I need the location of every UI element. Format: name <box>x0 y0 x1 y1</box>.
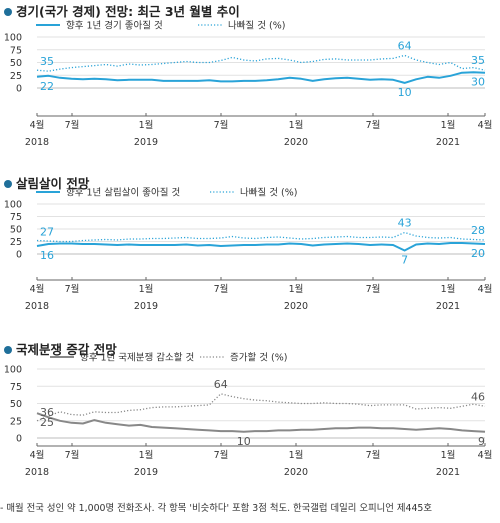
x-tick-label: 4월 <box>478 283 493 295</box>
x-tick-label: 1월 <box>441 119 456 131</box>
x-tick-label: 1월 <box>139 449 154 461</box>
series-line-solid <box>36 242 486 252</box>
y-tick-label: 25 <box>10 416 22 427</box>
title-bullet-icon <box>4 346 12 354</box>
footnote: - 매월 전국 성인 약 1,000명 전화조사. 각 항목 '비슷하다' 포함… <box>0 503 433 514</box>
data-label: 30 <box>471 76 485 89</box>
x-tick-label: 4월 <box>30 119 45 131</box>
x-tick-label: 4월 <box>30 449 45 461</box>
legend-label: 나빠질 것 (%) <box>240 187 297 199</box>
legend-label: 증가할 것 (%) <box>230 353 287 364</box>
data-label: 28 <box>471 224 485 237</box>
x-tick-label: 1월 <box>289 449 304 461</box>
year-label: 2020 <box>284 467 308 478</box>
x-tick-label: 1월 <box>289 119 304 131</box>
y-tick-label: 100 <box>4 33 22 44</box>
x-tick-label: 7월 <box>366 283 381 295</box>
y-tick-label: 0 <box>16 434 22 445</box>
y-tick-label: 25 <box>10 237 22 248</box>
data-label: 35 <box>40 55 54 68</box>
year-label: 2018 <box>25 301 49 312</box>
data-label: 20 <box>471 247 485 260</box>
data-label: 16 <box>40 249 54 262</box>
data-label: 36 <box>40 406 54 419</box>
year-label: 2021 <box>436 137 460 148</box>
year-label: 2018 <box>25 137 49 148</box>
x-tick-label: 4월 <box>478 449 493 461</box>
y-tick-label: 50 <box>10 225 22 236</box>
legend-label: 향후 1년 국제분쟁 감소할 것 <box>80 352 194 364</box>
legend-label: 향후 1년 경기 좋아질 것 <box>66 20 163 32</box>
data-label: 27 <box>40 226 54 239</box>
data-label: 35 <box>471 54 485 67</box>
y-tick-label: 75 <box>10 45 22 56</box>
series-line-dotted <box>36 231 486 243</box>
x-tick-label: 1월 <box>441 449 456 461</box>
x-tick-label: 7월 <box>214 283 229 295</box>
y-tick-label: 100 <box>4 200 22 211</box>
year-label: 2018 <box>25 467 49 478</box>
x-tick-label: 7월 <box>366 119 381 131</box>
series-line-dotted <box>36 54 486 72</box>
title-bullet-icon <box>4 8 12 16</box>
x-tick-label: 7월 <box>366 449 381 461</box>
x-tick-label: 7월 <box>214 119 229 131</box>
year-label: 2021 <box>436 467 460 478</box>
title-bullet-icon <box>4 180 12 188</box>
data-label: 25 <box>40 416 54 429</box>
x-tick-label: 1월 <box>289 283 304 295</box>
data-label: 7 <box>401 254 408 267</box>
legend-label: 향후 1년 살림살이 좋아질 것 <box>66 187 180 199</box>
data-label: 9 <box>478 435 485 448</box>
x-tick-label: 4월 <box>30 283 45 295</box>
year-label: 2020 <box>284 137 308 148</box>
x-tick-label: 1월 <box>139 119 154 131</box>
year-label: 2019 <box>134 467 158 478</box>
x-tick-label: 4월 <box>478 119 493 131</box>
data-label: 10 <box>398 86 412 99</box>
year-label: 2019 <box>134 301 158 312</box>
y-tick-label: 25 <box>10 71 22 82</box>
y-tick-label: 75 <box>10 382 22 393</box>
x-tick-label: 1월 <box>139 283 154 295</box>
x-tick-label: 7월 <box>65 119 80 131</box>
series-line-solid <box>36 412 486 433</box>
data-label: 43 <box>398 217 412 230</box>
y-tick-label: 0 <box>16 84 22 95</box>
year-label: 2021 <box>436 301 460 312</box>
series-line-dotted <box>36 393 486 422</box>
y-tick-label: 0 <box>16 250 22 261</box>
legend-label: 나빠질 것 (%) <box>228 20 285 32</box>
data-label: 64 <box>398 39 412 52</box>
x-tick-label: 7월 <box>214 449 229 461</box>
data-label: 10 <box>237 435 251 448</box>
chart-title: 국제분쟁 증감 전망 <box>16 342 117 357</box>
data-label: 64 <box>214 378 228 391</box>
x-tick-label: 7월 <box>65 283 80 295</box>
x-tick-label: 7월 <box>65 449 80 461</box>
y-tick-label: 100 <box>4 365 22 376</box>
chart-title: 살림살이 전망 <box>16 176 90 191</box>
y-tick-label: 50 <box>10 399 22 410</box>
year-label: 2020 <box>284 301 308 312</box>
data-label: 46 <box>471 390 485 403</box>
y-tick-label: 50 <box>10 58 22 69</box>
year-label: 2019 <box>134 137 158 148</box>
chart-title: 경기(국가 경제) 전망: 최근 3년 월별 추이 <box>16 4 240 19</box>
series-line-solid <box>36 71 486 84</box>
y-tick-label: 75 <box>10 212 22 223</box>
x-tick-label: 1월 <box>441 283 456 295</box>
data-label: 22 <box>40 80 54 93</box>
